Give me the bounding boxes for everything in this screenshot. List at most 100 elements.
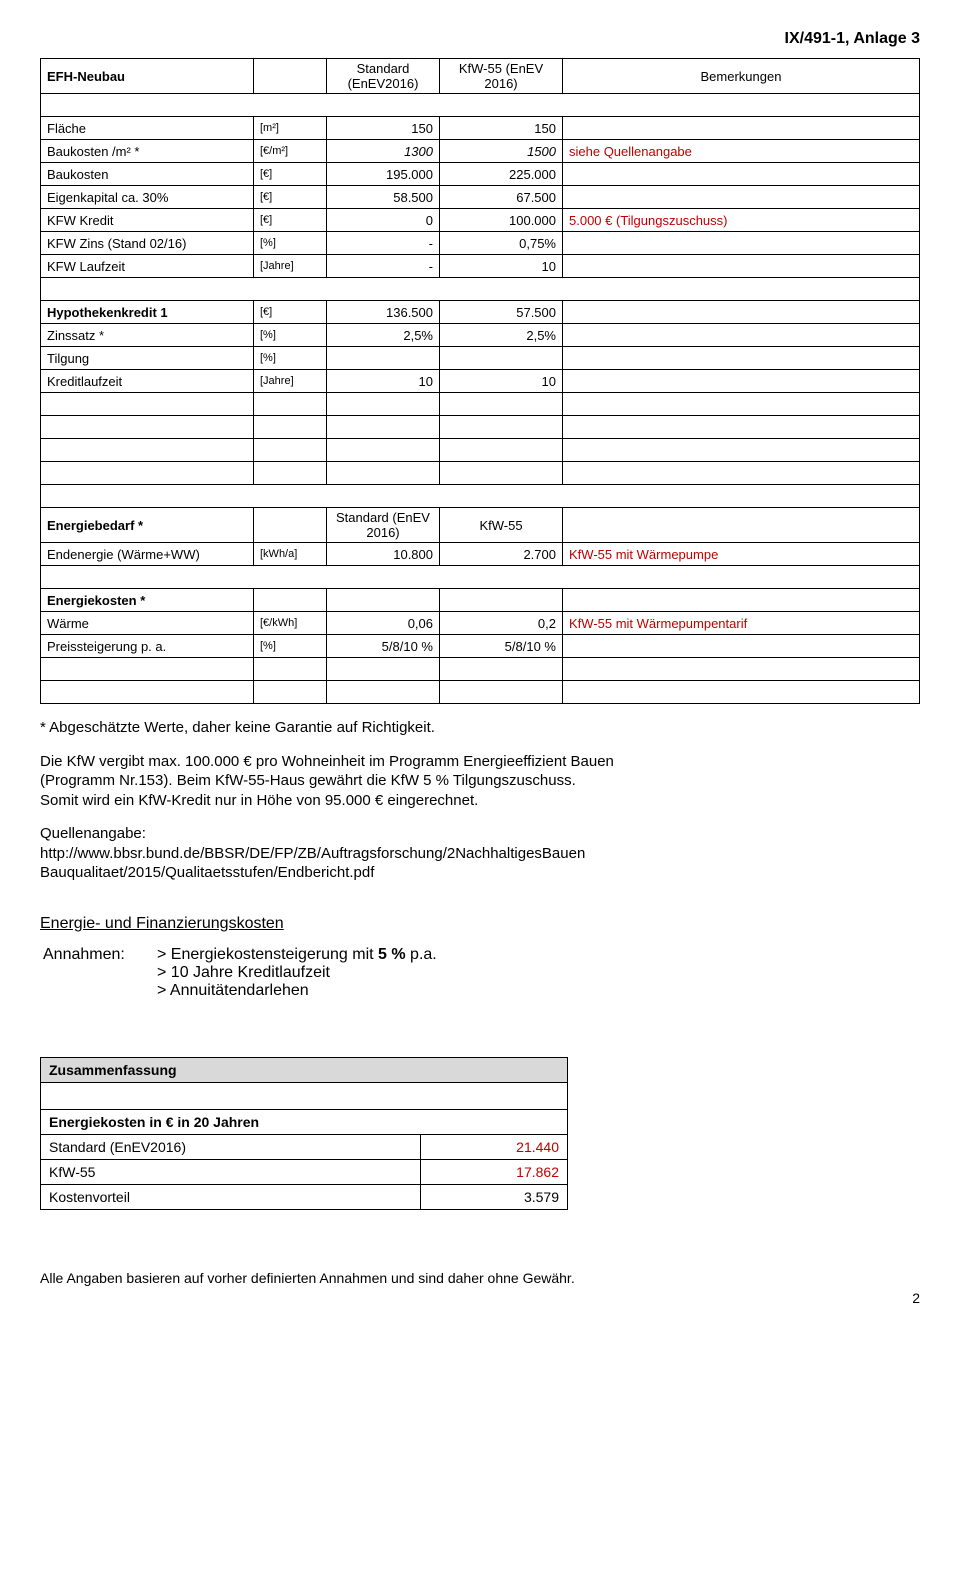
hdr: Standard (EnEV 2016): [327, 508, 440, 543]
assumptions: Annahmen: > Energiekostensteigerung mit …: [40, 943, 920, 1003]
cell: [m²]: [254, 117, 327, 140]
cell: Baukosten /m² *: [41, 140, 254, 163]
table-row: Eigenkapital ca. 30% [€] 58.500 67.500: [41, 186, 920, 209]
hdr-v2: KfW-55 (EnEV 2016): [440, 59, 563, 94]
cell: Wärme: [41, 612, 254, 635]
text: > Annuitätendarlehen: [157, 982, 309, 999]
cell: 3.579: [420, 1184, 567, 1209]
cell: 0: [327, 209, 440, 232]
cell: 2,5%: [440, 324, 563, 347]
main-table: EFH-Neubau Standard (EnEV2016) KfW-55 (E…: [40, 58, 920, 704]
cell: [%]: [254, 232, 327, 255]
cell: [kWh/a]: [254, 543, 327, 566]
cell: [563, 301, 920, 324]
table-row: Wärme [€/kWh] 0,06 0,2 KfW-55 mit Wärmep…: [41, 612, 920, 635]
cell: KfW-55: [41, 1159, 421, 1184]
summary-title: Zusammenfassung: [41, 1057, 568, 1082]
page-footer: Alle Angaben basieren auf vorher definie…: [40, 1270, 920, 1286]
cell: 225.000: [440, 163, 563, 186]
footnote-1: * Abgeschätzte Werte, daher keine Garant…: [40, 718, 920, 738]
table-row: KfW-55 17.862: [41, 1159, 568, 1184]
cell: Preissteigerung p. a.: [41, 635, 254, 658]
table-row: KFW Zins (Stand 02/16) [%] - 0,75%: [41, 232, 920, 255]
hdr: Energiebedarf *: [41, 508, 254, 543]
cell: 57.500: [440, 301, 563, 324]
label: Annahmen:: [42, 945, 154, 1001]
cell: Endenergie (Wärme+WW): [41, 543, 254, 566]
cell: 5/8/10 %: [440, 635, 563, 658]
cell: 10: [440, 255, 563, 278]
cell: [Jahre]: [254, 255, 327, 278]
cell: 10: [327, 370, 440, 393]
table-row: Fläche [m²] 150 150: [41, 117, 920, 140]
cell: [€]: [254, 163, 327, 186]
table-row: Zinssatz * [%] 2,5% 2,5%: [41, 324, 920, 347]
cell: [%]: [254, 347, 327, 370]
cell: [Jahre]: [254, 370, 327, 393]
page-number: 2: [40, 1290, 920, 1306]
hdr: [327, 589, 440, 612]
cell: Standard (EnEV2016): [41, 1134, 421, 1159]
table-row: Tilgung [%]: [41, 347, 920, 370]
table-row: Hypothekenkredit 1 [€] 136.500 57.500: [41, 301, 920, 324]
cell: [€/m²]: [254, 140, 327, 163]
doc-header: IX/491-1, Anlage 3: [40, 30, 920, 48]
cell: [%]: [254, 635, 327, 658]
cell: [563, 255, 920, 278]
cell: 136.500: [327, 301, 440, 324]
table-row: Baukosten /m² * [€/m²] 1300 1500 siehe Q…: [41, 140, 920, 163]
text: > Energiekostensteigerung mit: [157, 946, 378, 963]
cell: 150: [440, 117, 563, 140]
url-text: http://www.bbsr.bund.de/BBSR/DE/FP/ZB/Au…: [40, 845, 585, 862]
cell: [563, 370, 920, 393]
hdr: Energiekosten *: [41, 589, 254, 612]
cell: KFW Kredit: [41, 209, 254, 232]
cell: [€]: [254, 301, 327, 324]
cell: Eigenkapital ca. 30%: [41, 186, 254, 209]
cell: KFW Laufzeit: [41, 255, 254, 278]
hdr-v1: Standard (EnEV2016): [327, 59, 440, 94]
cell: [327, 347, 440, 370]
cell: 0,2: [440, 612, 563, 635]
text: Die KfW vergibt max. 100.000 € pro Wohne…: [40, 753, 614, 770]
cell: 5.000 € (Tilgungszuschuss): [563, 209, 920, 232]
cell: 0,75%: [440, 232, 563, 255]
cell: [440, 347, 563, 370]
summary-sub: Energiekosten in € in 20 Jahren: [41, 1109, 568, 1134]
table-row: Baukosten [€] 195.000 225.000: [41, 163, 920, 186]
cell: 10: [440, 370, 563, 393]
cell: 195.000: [327, 163, 440, 186]
cell: Baukosten: [41, 163, 254, 186]
cell: [€]: [254, 209, 327, 232]
text: (Programm Nr.153). Beim KfW-55-Haus gewä…: [40, 772, 576, 789]
cell: [563, 232, 920, 255]
cell: Hypothekenkredit 1: [41, 301, 254, 324]
cell: Tilgung: [41, 347, 254, 370]
table-row: KFW Kredit [€] 0 100.000 5.000 € (Tilgun…: [41, 209, 920, 232]
hdr: [440, 589, 563, 612]
hdr-c0: EFH-Neubau: [41, 59, 254, 94]
table-row: Kostenvorteil 3.579: [41, 1184, 568, 1209]
cell: 21.440: [420, 1134, 567, 1159]
cell: -: [327, 255, 440, 278]
cell: 2.700: [440, 543, 563, 566]
cell: 10.800: [327, 543, 440, 566]
table-row: Endenergie (Wärme+WW) [kWh/a] 10.800 2.7…: [41, 543, 920, 566]
cell: Zinssatz *: [41, 324, 254, 347]
hdr: [254, 508, 327, 543]
cell: siehe Quellenangabe: [563, 140, 920, 163]
cell: KfW-55 mit Wärmepumpentarif: [563, 612, 920, 635]
cell: 0,06: [327, 612, 440, 635]
cell: Kostenvorteil: [41, 1184, 421, 1209]
text: p.a.: [406, 946, 437, 963]
summary-table: Zusammenfassung Energiekosten in € in 20…: [40, 1057, 568, 1210]
hdr: [254, 589, 327, 612]
table-row: Preissteigerung p. a. [%] 5/8/10 % 5/8/1…: [41, 635, 920, 658]
cell: KFW Zins (Stand 02/16): [41, 232, 254, 255]
cell: 150: [327, 117, 440, 140]
cell: 2,5%: [327, 324, 440, 347]
heading: Quellenangabe:: [40, 825, 146, 842]
cell: 58.500: [327, 186, 440, 209]
cell: 67.500: [440, 186, 563, 209]
cell: [563, 347, 920, 370]
